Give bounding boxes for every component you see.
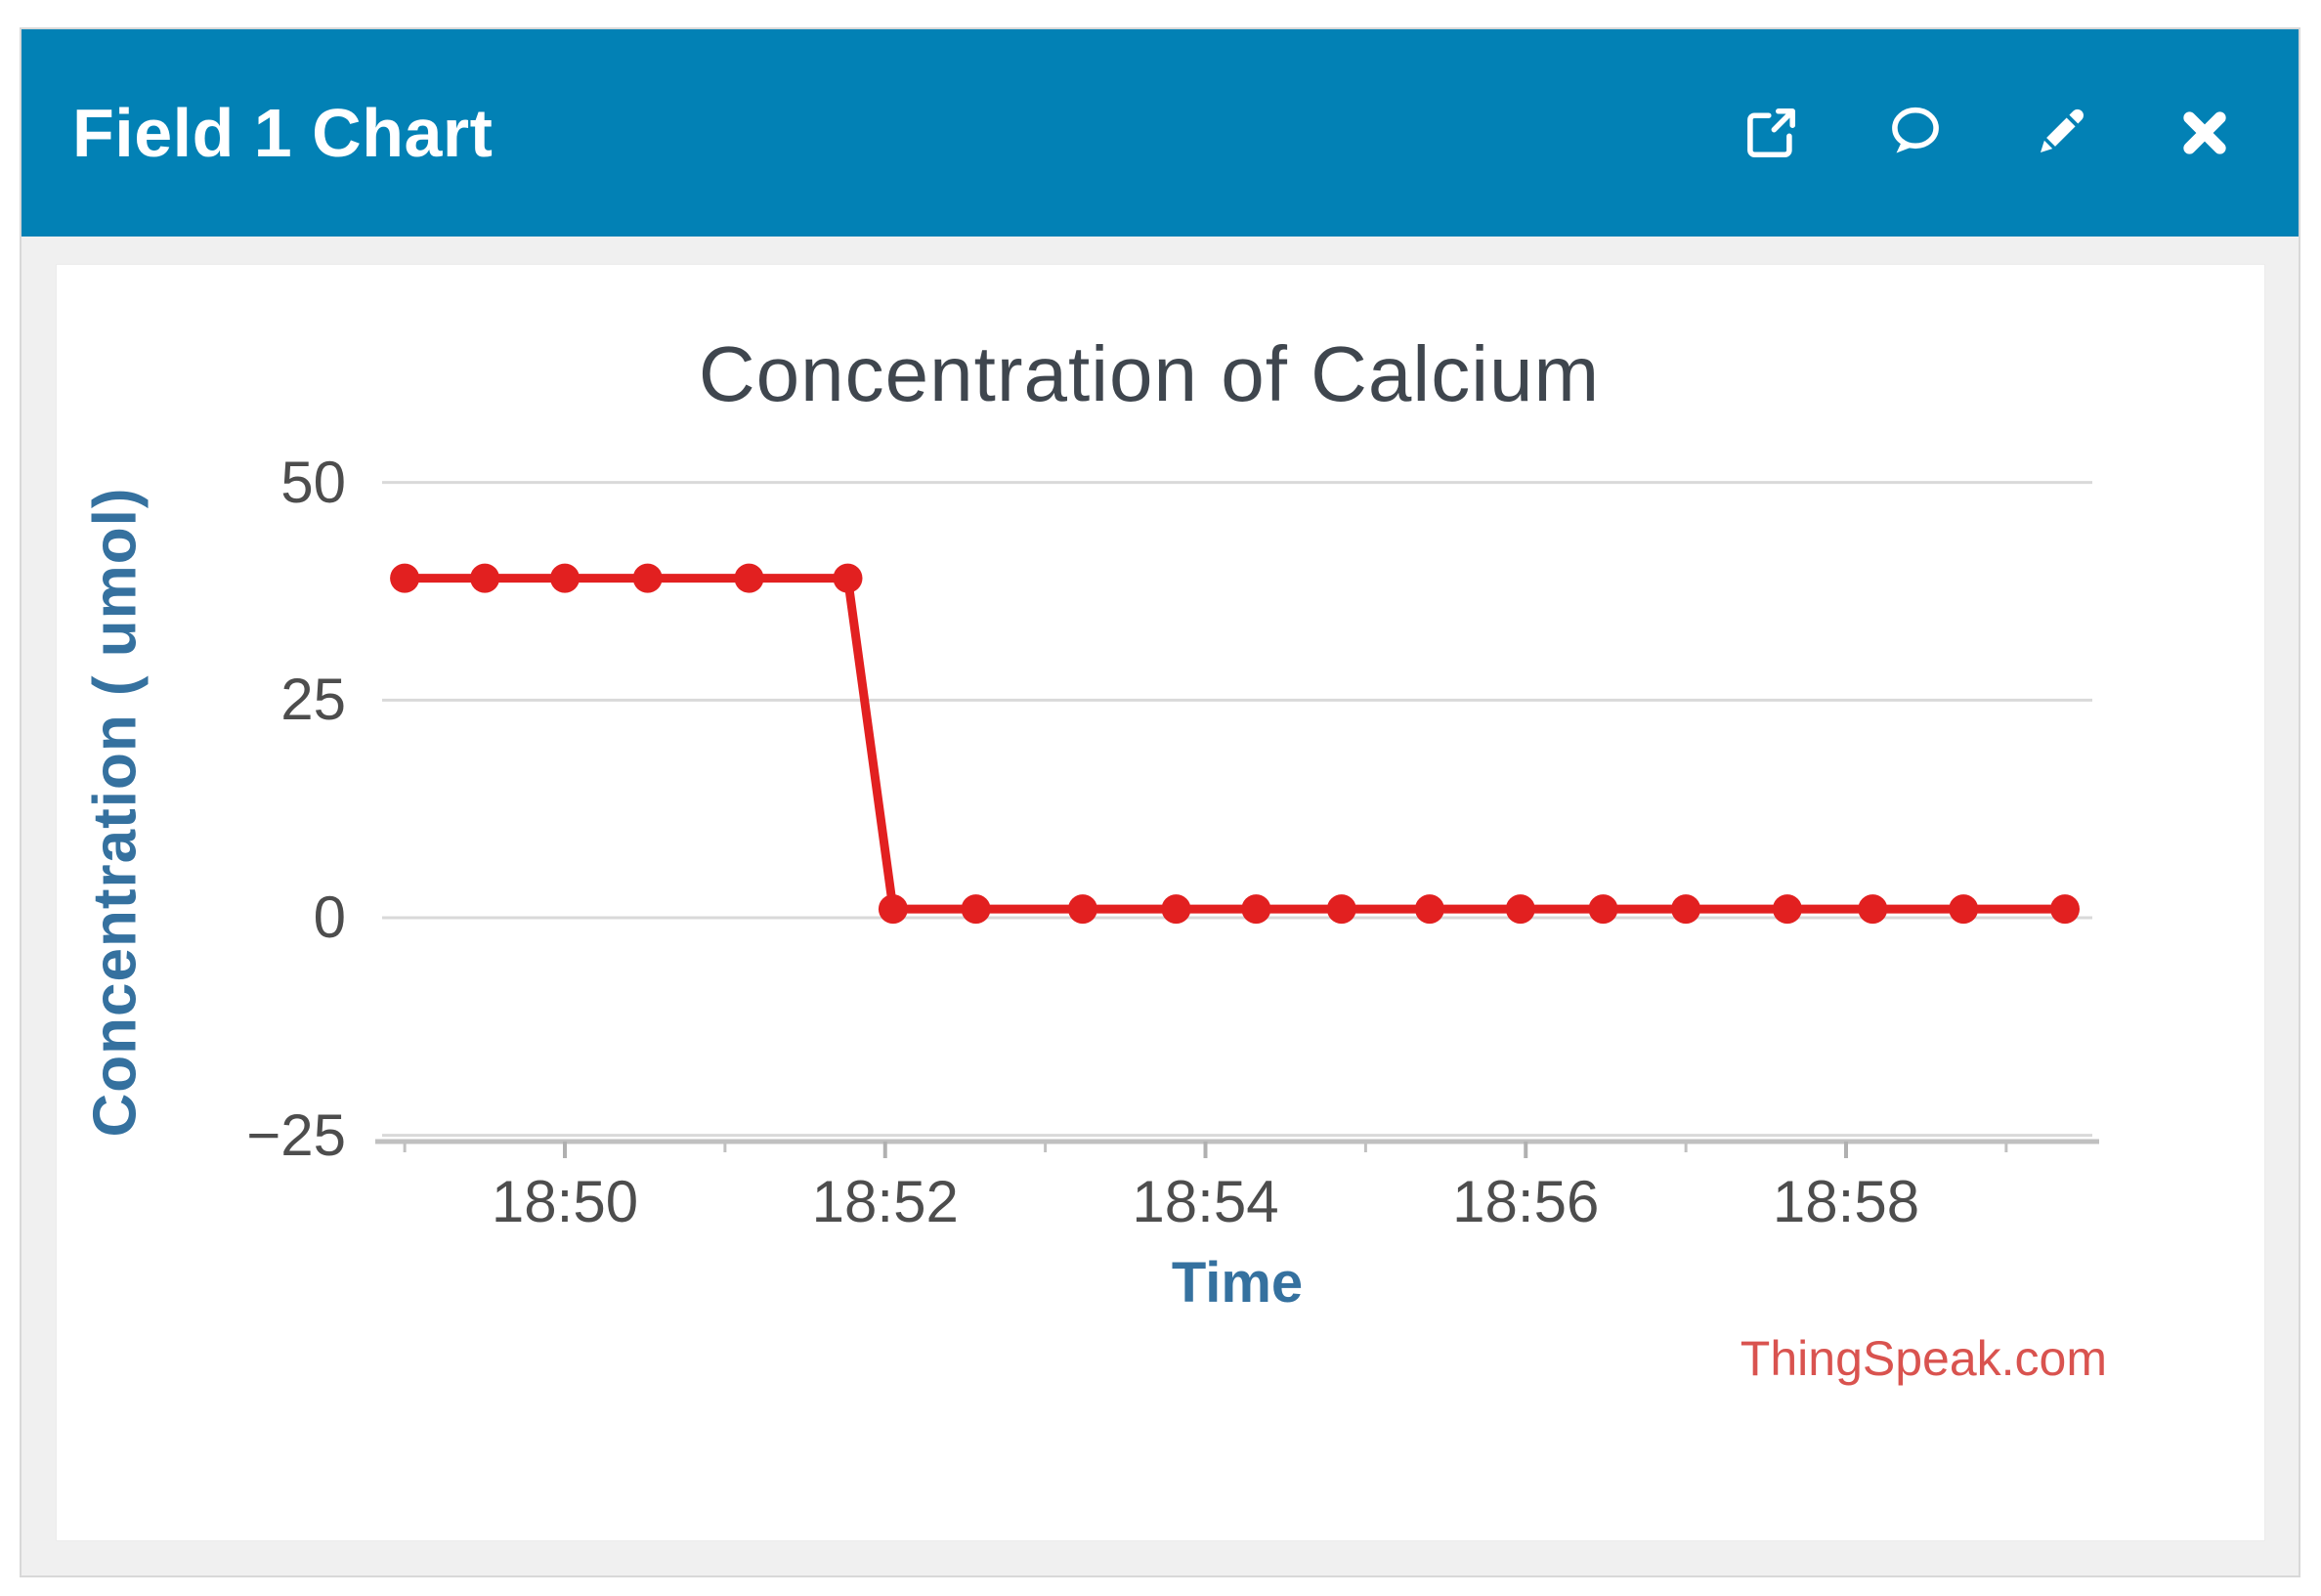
y-tick-label: 0 — [313, 884, 346, 950]
x-tick-label: 18:56 — [1452, 1169, 1600, 1234]
data-point[interactable] — [550, 563, 580, 593]
data-point[interactable] — [1671, 894, 1701, 925]
close-icon[interactable] — [2175, 104, 2234, 162]
widget-toolbar — [1741, 104, 2234, 162]
data-point[interactable] — [1772, 894, 1802, 925]
widget-title: Field 1 Chart — [72, 95, 494, 171]
data-point[interactable] — [734, 563, 764, 593]
y-tick-label: −25 — [246, 1101, 346, 1168]
data-point[interactable] — [470, 563, 500, 593]
data-point[interactable] — [1858, 894, 1888, 925]
data-point[interactable] — [1588, 894, 1618, 925]
data-point[interactable] — [961, 894, 991, 925]
x-tick-label: 18:52 — [811, 1169, 959, 1234]
y-axis-title: Concentration ( umol) — [81, 487, 150, 1138]
data-point[interactable] — [1326, 894, 1356, 925]
data-point[interactable] — [2050, 894, 2080, 925]
chart-title: Concentration of Calcium — [698, 330, 1601, 417]
plot-area — [375, 481, 2099, 1158]
data-point[interactable] — [1414, 894, 1444, 925]
external-link-icon[interactable] — [1741, 104, 1800, 162]
chart-widget: Field 1 Chart — [21, 29, 2299, 1575]
edit-pencil-icon[interactable] — [2031, 104, 2089, 162]
data-point[interactable] — [632, 563, 663, 593]
data-point[interactable] — [1161, 894, 1191, 925]
chart-canvas[interactable]: Concentration of Calcium Concentration (… — [56, 264, 2265, 1541]
x-axis-title: Time — [1171, 1251, 1304, 1315]
data-point[interactable] — [1505, 894, 1535, 925]
data-point[interactable] — [390, 563, 420, 593]
widget-header: Field 1 Chart — [21, 29, 2299, 237]
x-tick-label: 18:50 — [491, 1169, 639, 1234]
y-tick-label: 25 — [280, 667, 346, 733]
data-point[interactable] — [1241, 894, 1271, 925]
thingspeak-link[interactable]: ThingSpeak.com — [1740, 1331, 2107, 1386]
x-tick-label: 18:58 — [1772, 1169, 1920, 1234]
data-point[interactable] — [1949, 894, 1979, 925]
x-tick-label: 18:54 — [1132, 1169, 1279, 1234]
y-tick-label: 50 — [280, 449, 346, 515]
series-line — [400, 574, 2070, 914]
data-point[interactable] — [1067, 894, 1097, 925]
data-point[interactable] — [878, 894, 908, 925]
comment-icon[interactable] — [1886, 104, 1945, 162]
data-point[interactable] — [833, 563, 863, 593]
